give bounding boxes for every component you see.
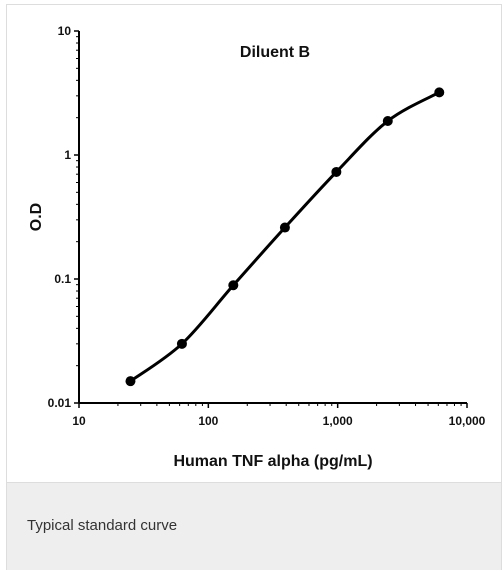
data-point <box>434 87 445 98</box>
caption-text: Typical standard curve <box>27 517 178 534</box>
y-tick-label: 0.1 <box>54 272 71 286</box>
data-point <box>279 222 290 233</box>
chart-title: Diluent B <box>240 44 310 61</box>
x-axis-title: Human TNF alpha (pg/mL) <box>173 453 372 470</box>
standard-curve-chart: 0.01 0.1 1 10 10 100 1,000 10,000 Diluent B Human… <box>28 24 486 470</box>
x-tick-label: 100 <box>198 414 218 428</box>
x-tick-label: 10 <box>72 414 86 428</box>
data-point <box>125 376 136 387</box>
data-point <box>331 166 342 177</box>
y-tick-label: 10 <box>58 24 72 38</box>
y-tick-label: 0.01 <box>48 396 72 410</box>
figure-area: 0.01 0.1 1 10 10 100 1,000 10,000 Diluent B Human… <box>7 5 501 482</box>
data-point <box>176 338 187 349</box>
x-tick-label: 1,000 <box>323 414 353 428</box>
data-point <box>228 280 239 291</box>
x-tick-label: 10,000 <box>449 414 486 428</box>
y-tick-label: 1 <box>64 148 71 162</box>
figure-card: 0.01 0.1 1 10 10 100 1,000 10,000 Diluent B Human… <box>6 4 502 570</box>
series-line <box>129 91 441 383</box>
y-axis-title: O.D <box>28 203 45 231</box>
caption-area: Typical standard curve <box>7 482 501 570</box>
data-point <box>382 116 393 127</box>
